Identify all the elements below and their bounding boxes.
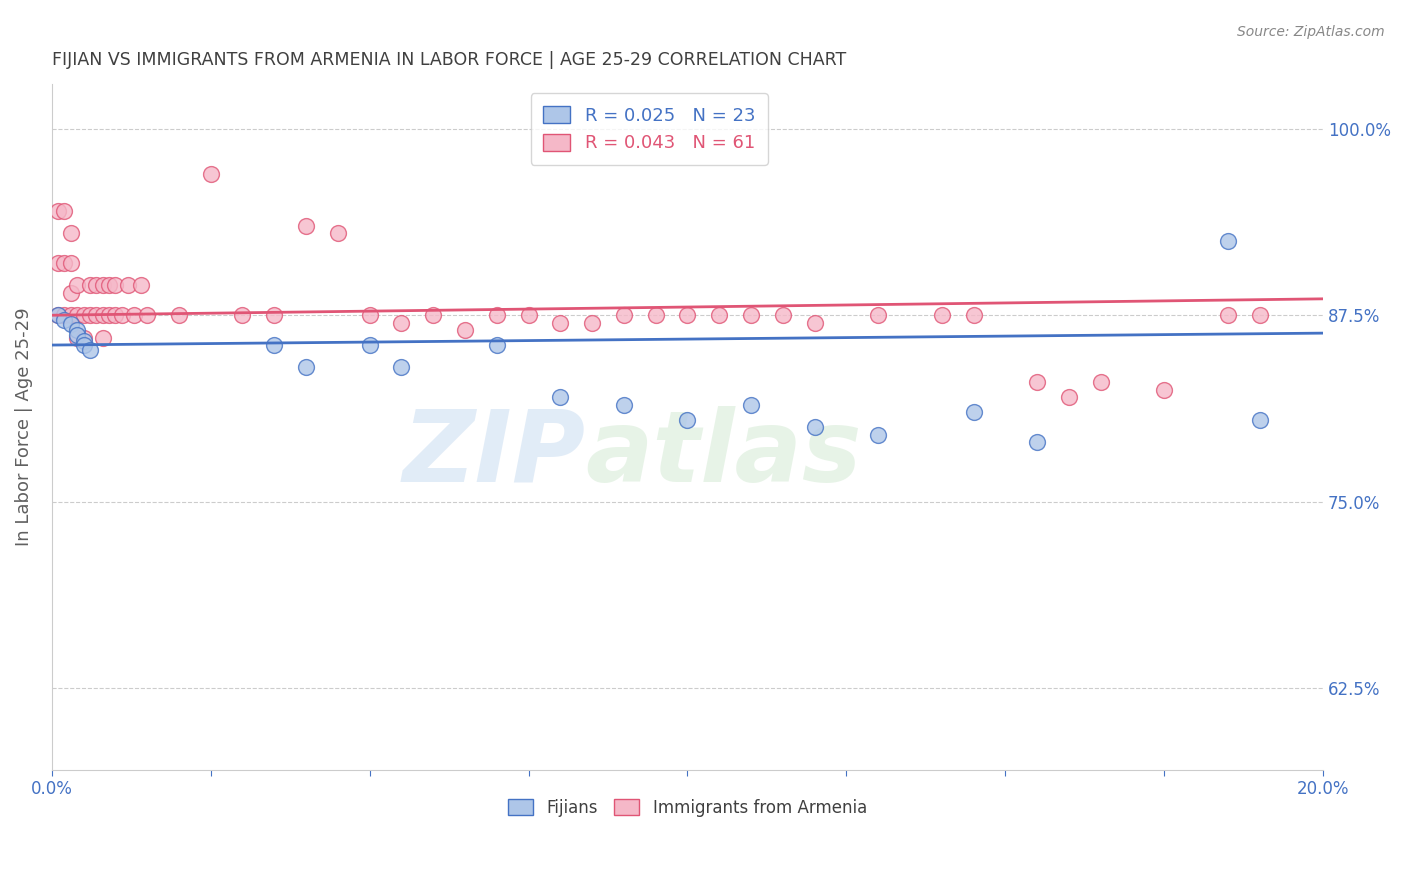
Text: FIJIAN VS IMMIGRANTS FROM ARMENIA IN LABOR FORCE | AGE 25-29 CORRELATION CHART: FIJIAN VS IMMIGRANTS FROM ARMENIA IN LAB… (52, 51, 846, 69)
Point (962, 405, 984, 419)
Point (129, 278, 152, 293)
Point (803, 420, 825, 434)
Y-axis label: In Labor Force | Age 25-29: In Labor Force | Age 25-29 (15, 308, 32, 547)
Point (740, 398, 762, 412)
Point (79, 308, 101, 322)
Point (53, 256, 76, 270)
Point (66, 278, 89, 293)
Point (550, 316, 572, 330)
Point (263, 338, 285, 352)
Point (111, 308, 134, 322)
Point (581, 316, 603, 330)
Point (454, 323, 477, 337)
Point (53, 308, 76, 322)
Point (46, 256, 69, 270)
Point (326, 226, 349, 240)
Point (1153, 383, 1175, 397)
Point (231, 308, 253, 322)
Point (84, 278, 107, 293)
Point (931, 308, 953, 322)
Point (1249, 412, 1271, 426)
Point (59, 226, 82, 240)
Point (66, 308, 89, 322)
Point (676, 412, 699, 426)
Point (124, 308, 146, 322)
Point (517, 308, 540, 322)
Point (1026, 376, 1049, 390)
Point (97, 308, 120, 322)
Point (91, 330, 114, 344)
Point (295, 219, 318, 233)
Point (167, 308, 190, 322)
Point (485, 308, 508, 322)
Legend: Fijians, Immigrants from Armenia: Fijians, Immigrants from Armenia (501, 792, 873, 823)
Point (644, 308, 666, 322)
Point (613, 398, 636, 412)
Point (389, 316, 412, 330)
Point (66, 330, 89, 344)
Point (709, 308, 731, 322)
Point (72, 330, 94, 344)
Point (676, 308, 699, 322)
Point (772, 308, 794, 322)
Point (868, 427, 890, 442)
Point (72, 334, 94, 348)
Point (59, 308, 82, 322)
Point (485, 338, 508, 352)
Text: ZIP: ZIP (402, 406, 586, 503)
Point (53, 312, 76, 326)
Point (136, 308, 159, 322)
Point (84, 308, 107, 322)
Point (550, 390, 572, 404)
Point (66, 323, 89, 337)
Point (97, 278, 120, 293)
Point (1216, 234, 1239, 248)
Point (104, 308, 127, 322)
Point (295, 360, 318, 375)
Point (1249, 308, 1271, 322)
Point (59, 317, 82, 331)
Point (91, 278, 114, 293)
Point (613, 308, 636, 322)
Point (46, 203, 69, 218)
Point (740, 308, 762, 322)
Point (72, 308, 94, 322)
Point (200, 167, 222, 181)
Point (359, 308, 381, 322)
Point (91, 308, 114, 322)
Point (66, 327, 89, 342)
Point (359, 338, 381, 352)
Point (263, 308, 285, 322)
Point (46, 308, 69, 322)
Point (803, 316, 825, 330)
Point (1216, 308, 1239, 322)
Text: atlas: atlas (586, 406, 862, 503)
Point (117, 278, 139, 293)
Point (104, 278, 127, 293)
Point (1026, 434, 1049, 449)
Point (79, 343, 101, 357)
Point (72, 338, 94, 352)
Point (59, 256, 82, 270)
Text: Source: ZipAtlas.com: Source: ZipAtlas.com (1237, 25, 1385, 39)
Point (79, 278, 101, 293)
Point (389, 360, 412, 375)
Point (1057, 390, 1080, 404)
Point (59, 285, 82, 300)
Point (868, 308, 890, 322)
Point (1090, 376, 1112, 390)
Point (46, 308, 69, 322)
Point (53, 203, 76, 218)
Point (422, 308, 444, 322)
Point (962, 308, 984, 322)
